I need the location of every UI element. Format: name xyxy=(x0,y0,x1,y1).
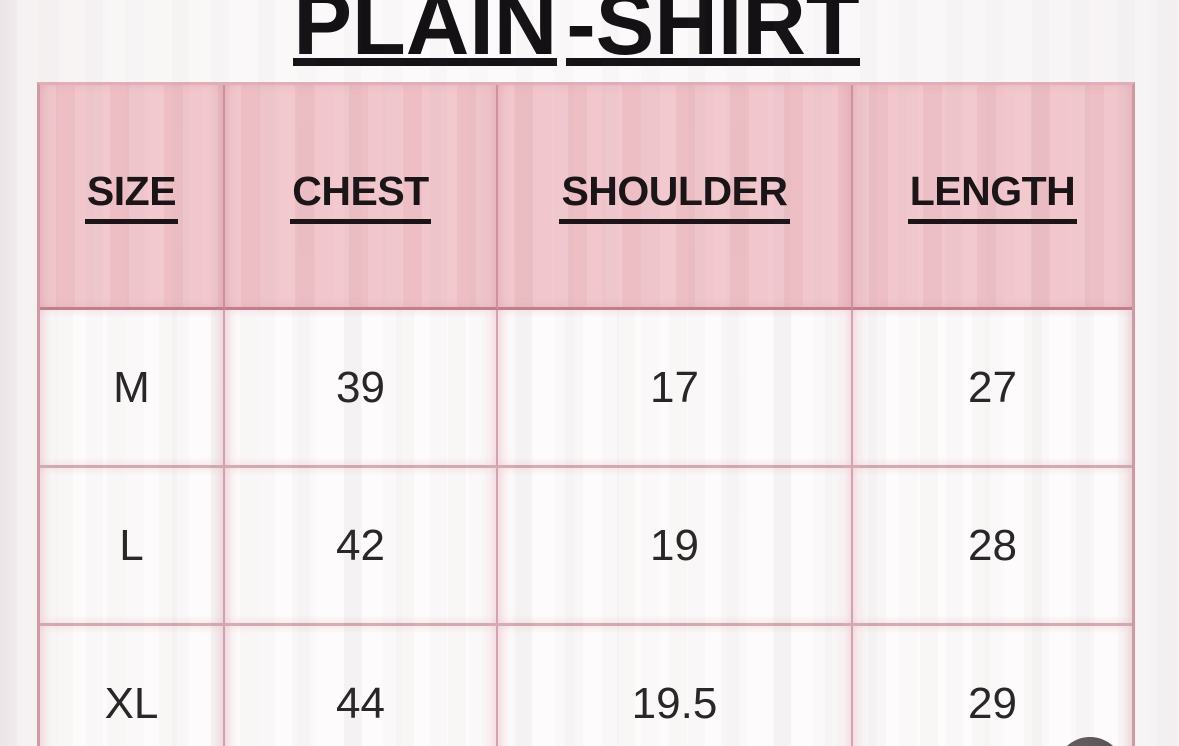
header-chest-label: CHEST xyxy=(290,168,431,224)
row-m-shoulder-value: 17 xyxy=(650,362,699,412)
cell-row-xl-size: XL xyxy=(40,626,225,746)
header-chest: CHEST xyxy=(225,85,498,310)
page-title-part2: -SHIRT xyxy=(566,0,860,68)
row-xl-length-value: 29 xyxy=(968,678,1017,728)
cell-row-l-chest: 42 xyxy=(225,468,498,626)
header-size-label: SIZE xyxy=(84,168,179,224)
cell-row-l-length: 28 xyxy=(853,468,1132,626)
header-length-label: LENGTH xyxy=(907,168,1078,224)
row-xl-chest-value: 44 xyxy=(336,678,385,728)
row-l-shoulder-value: 19 xyxy=(650,520,699,570)
row-m-chest-value: 39 xyxy=(336,362,385,412)
header-shoulder: SHOULDER xyxy=(498,85,853,310)
page-title: PLAIN -SHIRT xyxy=(0,0,1166,68)
cell-row-m-shoulder: 17 xyxy=(498,310,853,468)
cell-row-m-length: 27 xyxy=(853,310,1132,468)
cell-row-l-shoulder: 19 xyxy=(498,468,853,626)
floating-button-partial[interactable] xyxy=(1056,737,1124,746)
cell-row-xl-length: 29 xyxy=(853,626,1132,746)
cell-row-l-size: L xyxy=(40,468,225,626)
cell-row-m-chest: 39 xyxy=(225,310,498,468)
cell-row-xl-shoulder: 19.5 xyxy=(498,626,853,746)
size-chart-table: SIZE CHEST SHOULDER LENGTH M 39 17 27 L … xyxy=(37,82,1135,746)
row-m-length-value: 27 xyxy=(968,362,1017,412)
header-shoulder-label: SHOULDER xyxy=(559,168,790,224)
row-m-size-value: M xyxy=(113,362,150,412)
cell-row-xl-chest: 44 xyxy=(225,626,498,746)
header-size: SIZE xyxy=(40,85,225,310)
page-title-part1: PLAIN xyxy=(293,0,558,68)
row-l-length-value: 28 xyxy=(968,520,1017,570)
row-xl-shoulder-value: 19.5 xyxy=(631,678,718,728)
row-l-chest-value: 42 xyxy=(336,520,385,570)
cell-row-m-size: M xyxy=(40,310,225,468)
row-xl-size-value: XL xyxy=(104,678,159,728)
row-l-size-value: L xyxy=(119,520,144,570)
header-length: LENGTH xyxy=(853,85,1132,310)
